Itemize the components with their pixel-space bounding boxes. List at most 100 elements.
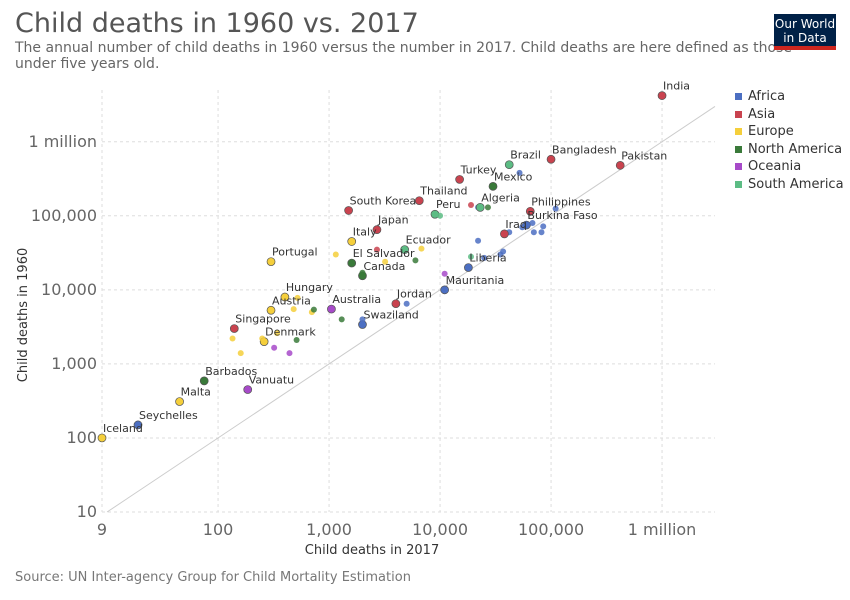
- data-point[interactable]: [475, 237, 482, 244]
- data-point[interactable]: [529, 219, 536, 226]
- point-label: El Salvador: [353, 247, 415, 260]
- data-point[interactable]: [546, 154, 556, 164]
- point-label: Ecuador: [406, 234, 451, 247]
- data-point[interactable]: [418, 245, 425, 252]
- data-point[interactable]: [467, 201, 474, 208]
- data-point[interactable]: [540, 223, 547, 230]
- point-label: South Korea: [350, 194, 417, 207]
- data-point[interactable]: [243, 385, 253, 394]
- y-tick-label: 100,000: [31, 206, 97, 225]
- point-label: Singapore: [235, 313, 291, 326]
- data-point[interactable]: [259, 335, 266, 342]
- data-point[interactable]: [97, 433, 107, 443]
- legend-item[interactable]: Europe: [735, 123, 844, 141]
- legend-label: Europe: [748, 124, 794, 140]
- data-point[interactable]: [403, 300, 410, 307]
- data-point[interactable]: [347, 258, 357, 268]
- data-point[interactable]: [519, 224, 526, 231]
- data-point[interactable]: [488, 181, 498, 191]
- data-point[interactable]: [373, 246, 380, 253]
- data-point[interactable]: [615, 161, 625, 170]
- data-point[interactable]: [237, 350, 244, 357]
- data-point[interactable]: [504, 160, 514, 170]
- legend-item[interactable]: North America: [735, 141, 844, 159]
- point-label: Malta: [181, 386, 211, 399]
- data-point[interactable]: [441, 270, 448, 277]
- data-points: [97, 91, 667, 443]
- legend-item[interactable]: Africa: [735, 88, 844, 106]
- data-point[interactable]: [286, 350, 293, 357]
- data-point[interactable]: [293, 337, 300, 344]
- owid-logo[interactable]: Our World in Data: [774, 14, 836, 50]
- y-axis-label: Child deaths in 1960: [16, 248, 31, 382]
- data-point[interactable]: [133, 420, 143, 430]
- data-point[interactable]: [391, 299, 401, 309]
- x-tick-label: 1,000: [306, 520, 352, 539]
- data-point[interactable]: [484, 204, 491, 211]
- data-point[interactable]: [332, 251, 339, 258]
- data-point[interactable]: [475, 203, 485, 212]
- data-point[interactable]: [338, 316, 345, 323]
- grid-lines: [101, 90, 715, 513]
- data-point[interactable]: [199, 376, 209, 386]
- legend-item[interactable]: Asia: [735, 106, 844, 124]
- data-point[interactable]: [175, 397, 184, 406]
- data-point[interactable]: [500, 248, 507, 255]
- data-point[interactable]: [290, 306, 297, 313]
- point-label: Burkina Faso: [527, 209, 597, 222]
- data-point[interactable]: [412, 257, 419, 264]
- point-label: Hungary: [286, 281, 333, 294]
- point-label: Barbados: [205, 365, 257, 378]
- data-point[interactable]: [467, 253, 474, 260]
- point-label: Thailand: [419, 185, 467, 198]
- data-point[interactable]: [229, 335, 236, 342]
- data-point[interactable]: [464, 263, 473, 272]
- legend-item[interactable]: South America: [735, 176, 844, 194]
- point-label: Peru: [436, 198, 461, 211]
- chart-subtitle: The annual number of child deaths in 196…: [15, 40, 792, 72]
- point-label: Australia: [332, 293, 381, 306]
- legend-item[interactable]: Oceania: [735, 158, 844, 176]
- data-point[interactable]: [500, 229, 509, 239]
- data-point[interactable]: [271, 344, 278, 351]
- data-point[interactable]: [229, 324, 239, 333]
- data-point[interactable]: [294, 294, 301, 301]
- legend-label: Africa: [748, 89, 786, 105]
- data-point[interactable]: [481, 254, 488, 261]
- data-point[interactable]: [266, 257, 276, 267]
- legend-label: Asia: [748, 106, 776, 122]
- data-point[interactable]: [657, 91, 667, 100]
- data-point[interactable]: [266, 305, 276, 315]
- data-point[interactable]: [372, 225, 382, 235]
- point-label: Japan: [377, 214, 409, 227]
- data-point[interactable]: [274, 330, 281, 337]
- diagonal-line: [106, 106, 716, 513]
- point-label: Swaziland: [363, 309, 418, 322]
- data-point[interactable]: [414, 196, 424, 206]
- data-point[interactable]: [437, 212, 444, 219]
- data-point[interactable]: [552, 205, 559, 212]
- data-point[interactable]: [440, 285, 450, 295]
- data-point[interactable]: [455, 175, 464, 184]
- data-point[interactable]: [530, 229, 537, 236]
- data-point[interactable]: [359, 269, 366, 276]
- x-axis-label: Child deaths in 2017: [305, 543, 439, 558]
- data-point[interactable]: [280, 292, 290, 302]
- data-point[interactable]: [516, 169, 523, 176]
- data-point[interactable]: [525, 206, 535, 216]
- data-point[interactable]: [538, 229, 545, 236]
- data-point[interactable]: [359, 316, 366, 323]
- point-label: Seychelles: [139, 409, 198, 422]
- data-point[interactable]: [327, 304, 336, 314]
- legend-label: South America: [748, 176, 844, 192]
- data-point[interactable]: [347, 237, 357, 246]
- point-label: Italy: [353, 225, 377, 238]
- data-point[interactable]: [382, 258, 389, 265]
- data-point[interactable]: [344, 206, 353, 215]
- point-label: Algeria: [481, 191, 520, 204]
- point-label: Vanuatu: [249, 374, 294, 387]
- point-label: Jordan: [396, 288, 432, 301]
- data-point[interactable]: [310, 306, 317, 313]
- data-point[interactable]: [400, 245, 410, 254]
- legend-swatch: [735, 128, 742, 136]
